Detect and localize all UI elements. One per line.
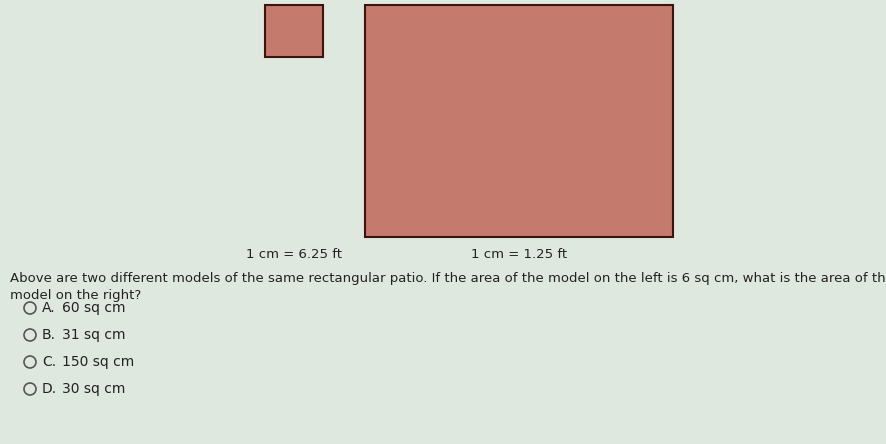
- Text: 30 sq cm: 30 sq cm: [62, 382, 126, 396]
- Text: D.: D.: [42, 382, 57, 396]
- Text: 150 sq cm: 150 sq cm: [62, 355, 135, 369]
- Text: B.: B.: [42, 328, 56, 342]
- Text: 1 cm = 1.25 ft: 1 cm = 1.25 ft: [471, 248, 567, 261]
- Text: Above are two different models of the same rectangular patio. If the area of the: Above are two different models of the sa…: [10, 272, 886, 285]
- Text: 31 sq cm: 31 sq cm: [62, 328, 126, 342]
- Text: 1 cm = 6.25 ft: 1 cm = 6.25 ft: [246, 248, 342, 261]
- Bar: [365, 5, 673, 237]
- Text: 60 sq cm: 60 sq cm: [62, 301, 126, 315]
- Text: C.: C.: [42, 355, 56, 369]
- Bar: [265, 5, 323, 57]
- Text: A.: A.: [42, 301, 56, 315]
- Text: model on the right?: model on the right?: [10, 289, 141, 302]
